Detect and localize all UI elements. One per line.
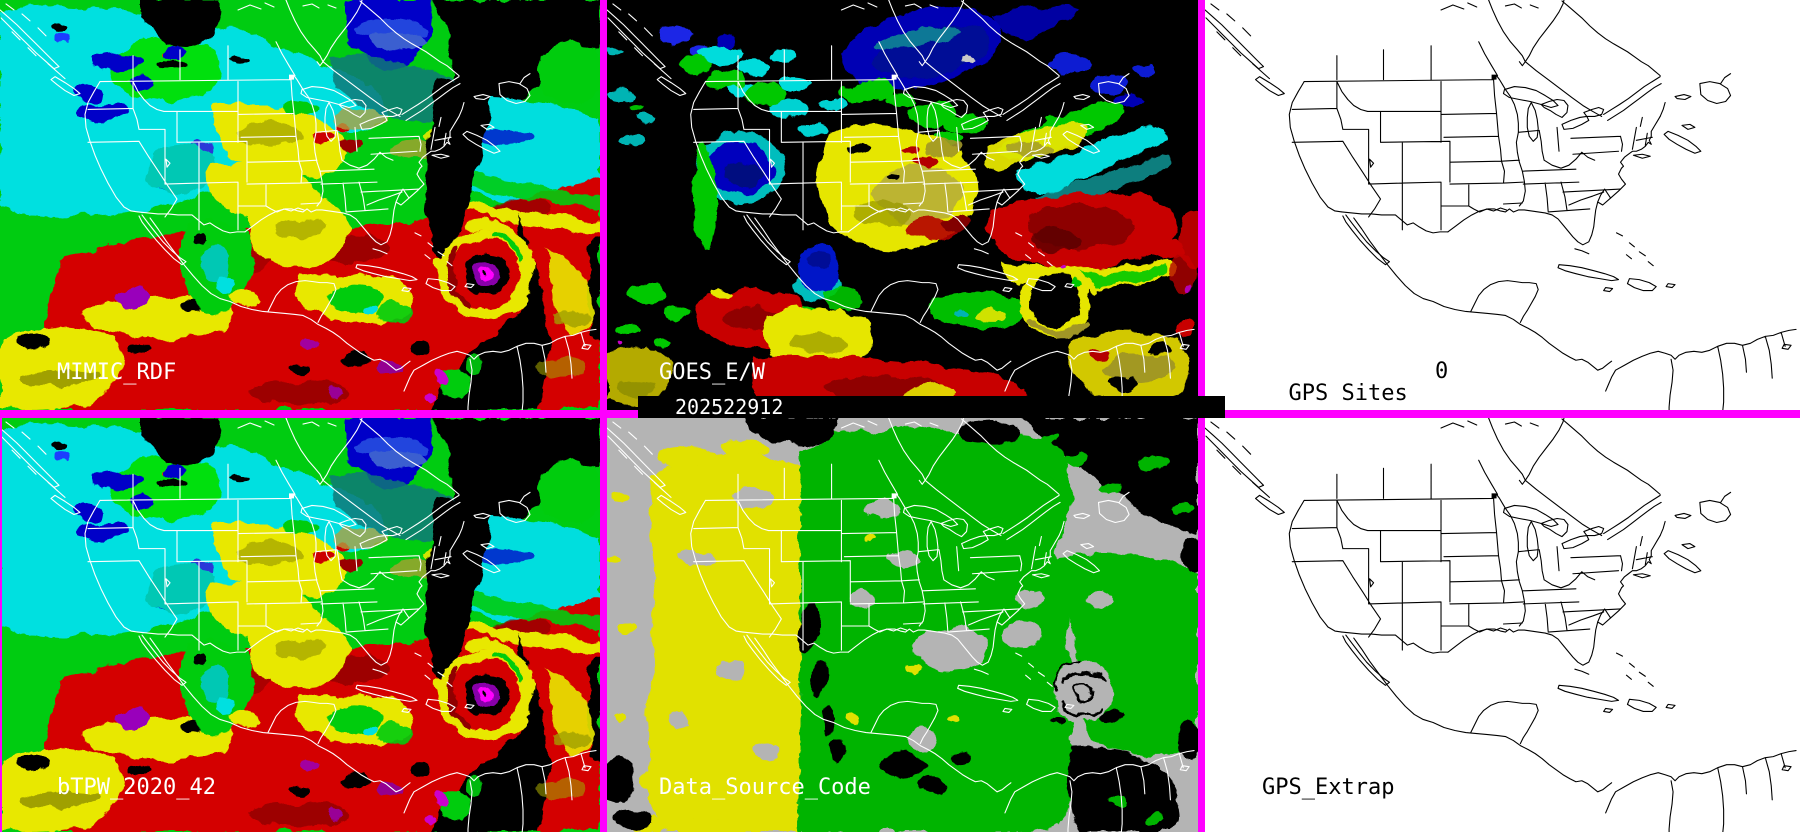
label-gps-extrap: GPS_Extrap [1262,775,1395,800]
panel-mimic-rdf [0,0,600,410]
goes-ew-tpw-image [607,0,1198,410]
label-mimic-rdf: MIMIC_RDF [57,360,177,385]
label-btpw-2020-42: bTPW_2020_42 [57,775,216,800]
panel-goes-ew [607,0,1198,410]
gps-extrap-outline-map [1205,418,1797,832]
timestamp-text: 202522912 [675,395,784,419]
timestamp-bar: 202522912 [638,396,1225,418]
panel-btpw-2020-42 [0,418,600,832]
left-edge-sliver [0,418,2,832]
gps-sites-outline-map [1205,0,1797,410]
gps-sites-title: GPS Sites [1288,381,1408,406]
gps-sites-count: 0 [1435,359,1449,384]
panel-data-source-code [607,418,1198,832]
label-goes-ew: GOES_E/W [659,360,765,385]
label-gps-sites: GPS Sites 0 [1262,361,1449,427]
data-source-code-image [607,418,1198,832]
panel-gps-sites [1205,0,1800,410]
label-data-source-code: Data_Source_Code [659,775,871,800]
panel-gps-extrap [1205,418,1800,832]
mimic-rdf-tpw-image [0,0,600,410]
btpw-image [0,418,600,832]
